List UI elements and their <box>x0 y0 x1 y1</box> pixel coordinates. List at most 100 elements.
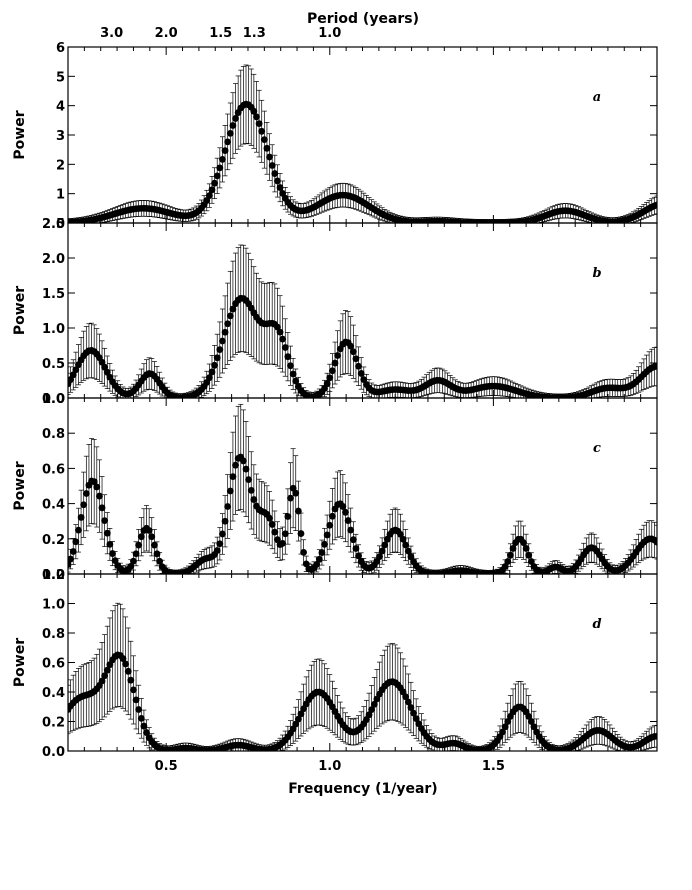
data-point <box>226 487 234 495</box>
data-point <box>525 712 533 720</box>
data-point <box>370 700 378 708</box>
y-tick-label: 5 <box>56 70 65 85</box>
period-tick-label: 1.3 <box>243 26 266 41</box>
series-power <box>68 244 657 398</box>
data-point <box>501 563 509 570</box>
data-point <box>80 501 88 509</box>
data-point <box>216 540 224 548</box>
y-tick-label: 0.4 <box>42 498 65 513</box>
data-point <box>98 677 106 685</box>
data-point <box>137 714 145 722</box>
data-point <box>281 530 289 538</box>
y-axis-title: Power <box>12 461 28 510</box>
y-tick-label: 1.5 <box>42 287 65 302</box>
y-tick-label: 0.4 <box>42 686 65 701</box>
y-tick-label: 0 <box>56 217 65 232</box>
y-tick-label: 0.8 <box>42 627 65 642</box>
data-point <box>339 503 347 510</box>
data-point <box>378 547 386 555</box>
data-point <box>509 545 517 552</box>
data-point <box>226 312 234 320</box>
data-point <box>216 164 224 172</box>
data-point <box>368 706 376 714</box>
data-point <box>352 355 360 363</box>
data-point <box>253 113 260 121</box>
data-point <box>525 551 533 559</box>
y-tick-label: 3 <box>56 129 65 144</box>
data-point <box>292 489 300 497</box>
y-tick-label: 1.2 <box>42 568 65 583</box>
data-point <box>347 526 355 534</box>
y-axis-title: Power <box>12 638 28 687</box>
data-point <box>292 720 300 728</box>
data-point <box>266 514 273 522</box>
data-point <box>402 693 410 701</box>
data-point <box>130 686 137 694</box>
data-point <box>410 709 417 717</box>
period-tick-label: 1.5 <box>209 26 232 41</box>
data-point <box>284 513 292 520</box>
data-point <box>522 545 530 552</box>
data-point <box>156 557 164 565</box>
data-point <box>255 120 263 127</box>
data-point <box>404 698 412 706</box>
panel-c: 0.0 0.2 0.4 0.6 0.8 1.0 Power c <box>12 392 658 583</box>
y-axis-title: Power <box>12 110 28 159</box>
data-point <box>331 359 339 367</box>
data-point <box>318 549 326 556</box>
data-point <box>328 512 336 520</box>
data-point <box>101 517 109 525</box>
data-point <box>93 483 101 491</box>
y-tick-label: 0.0 <box>42 745 65 760</box>
y-tick-label: 0.0 <box>42 568 65 583</box>
frequency-axis-title: Frequency (1/year) <box>288 781 437 797</box>
data-point <box>69 548 77 555</box>
data-point <box>292 377 300 385</box>
data-point <box>313 561 321 568</box>
data-point <box>263 144 271 152</box>
data-point <box>127 563 135 570</box>
data-point <box>103 529 111 537</box>
data-point <box>349 348 357 356</box>
data-point <box>326 374 334 382</box>
data-point <box>213 547 221 554</box>
data-point <box>98 358 106 366</box>
data-point <box>287 362 294 370</box>
panel-letter: d <box>592 617 601 632</box>
panel-letter: a <box>593 90 601 105</box>
data-point <box>653 538 657 546</box>
data-point <box>321 540 328 548</box>
y-tick-label: 0.8 <box>42 427 65 442</box>
data-point <box>323 531 331 539</box>
data-point <box>208 186 216 194</box>
x-tick-label: 0.5 <box>155 759 178 774</box>
panel-letter: c <box>593 441 601 456</box>
data-point <box>145 527 153 534</box>
data-point <box>276 184 284 191</box>
data-point <box>302 560 310 568</box>
data-point <box>271 170 279 177</box>
data-point <box>501 723 509 731</box>
data-point <box>229 473 237 480</box>
x-tick-label: 1.5 <box>482 759 505 774</box>
series-power <box>68 602 657 751</box>
data-point <box>98 504 106 512</box>
data-point <box>499 728 506 736</box>
data-point <box>130 557 137 565</box>
data-point <box>349 536 357 544</box>
data-point <box>221 147 229 155</box>
data-point <box>289 370 297 378</box>
series-power <box>68 403 657 574</box>
data-point <box>274 177 281 185</box>
period-tick-label: 2.0 <box>155 26 178 41</box>
data-point <box>260 136 268 144</box>
y-tick-label: 0.2 <box>42 533 65 548</box>
y-tick-label: 0.6 <box>42 462 65 477</box>
data-point <box>300 548 307 556</box>
y-tick-label: 0.0 <box>42 392 65 407</box>
data-point <box>211 361 218 369</box>
data-point <box>226 129 234 137</box>
period-axis-title: Period (years) <box>307 11 419 27</box>
panel-d: 0.0 0.2 0.4 0.6 0.8 1.0 1.2 Power d 0.5 1.0 1.5 <box>12 568 658 774</box>
data-point <box>328 367 336 375</box>
